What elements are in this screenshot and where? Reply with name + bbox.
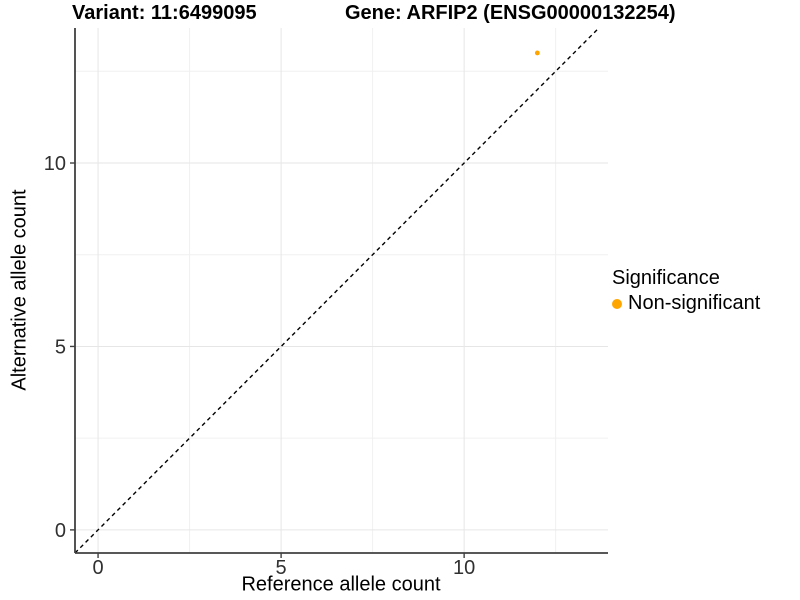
legend-title: Significance	[612, 267, 720, 289]
svg-text:5: 5	[276, 557, 287, 579]
svg-text:0: 0	[55, 520, 66, 542]
gene-title: Gene: ARFIP2 (ENSG00000132254)	[345, 2, 676, 24]
legend: Significance Non-significant	[612, 266, 760, 316]
svg-text:0: 0	[93, 557, 104, 579]
y-axis-title: Alternative allele count	[8, 189, 31, 391]
variant-title: Variant: 11:6499095	[72, 2, 257, 24]
svg-text:5: 5	[55, 336, 66, 358]
x-axis-title: Reference allele count	[241, 573, 441, 596]
svg-text:10: 10	[453, 557, 475, 579]
legend-item-label: Non-significant	[628, 292, 761, 314]
svg-text:10: 10	[44, 153, 66, 175]
legend-point-icon	[612, 298, 622, 309]
legend-item-non-significant: Non-significant	[612, 291, 760, 316]
